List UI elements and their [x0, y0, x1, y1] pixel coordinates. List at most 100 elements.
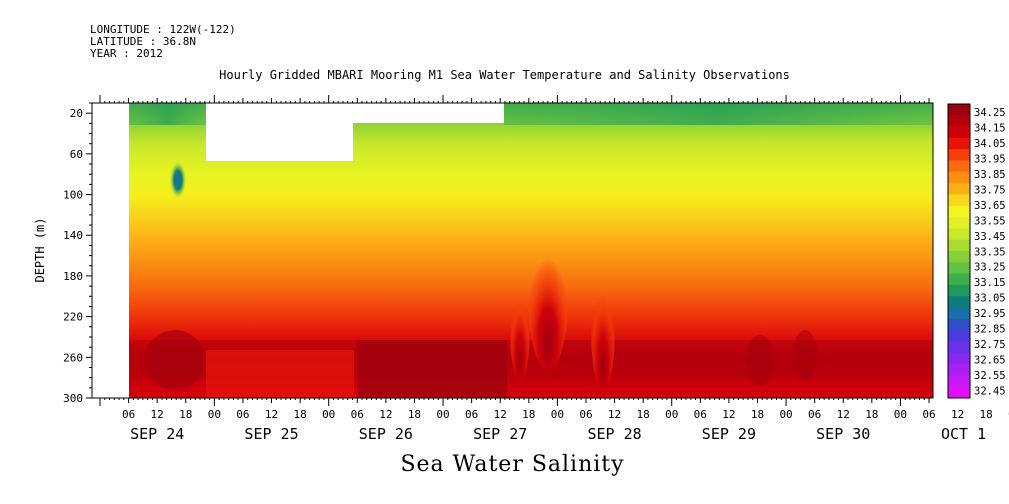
y-tick-label: 220	[63, 311, 83, 324]
colorbar-level-label: 32.85	[974, 324, 1006, 336]
y-tick-label: 100	[63, 189, 83, 202]
x-hour-label: 00	[665, 408, 678, 421]
colorbar-level-label: 32.75	[974, 339, 1006, 351]
x-hour-label: 06	[694, 408, 707, 421]
colorbar-level-label: 32.95	[974, 308, 1006, 320]
colorbar-swatch	[948, 228, 970, 241]
colorbar-swatch	[948, 330, 970, 342]
x-axis-title: Sea Water Salinity	[400, 452, 625, 477]
x-hour-label: 12	[379, 408, 392, 421]
x-hour-label: 12	[608, 408, 621, 421]
colorbar-level-label: 33.75	[974, 184, 1006, 196]
x-day-label: SEP 25	[244, 425, 298, 443]
latitude-label: LATITUDE : 36.8N	[90, 35, 196, 48]
x-hour-label: 18	[293, 408, 306, 421]
colorbar-level-label: 34.15	[974, 122, 1006, 134]
x-hour-label: 06	[122, 408, 135, 421]
x-hour-label: 12	[494, 408, 507, 421]
colorbar-swatch	[948, 160, 970, 173]
deep-band-gap	[206, 350, 354, 398]
colorbar-swatch	[948, 217, 970, 229]
plot-frame	[91, 102, 934, 399]
upwelling-feature	[510, 280, 530, 380]
deep-max-feature	[145, 330, 205, 390]
x-hour-label: 06	[465, 408, 478, 421]
upwelling-feature	[591, 270, 615, 390]
colorbar-swatch	[948, 183, 970, 195]
x-day-label: SEP 30	[816, 425, 870, 443]
y-tick-label: 300	[63, 392, 83, 405]
colorbar-level-label: 32.45	[974, 386, 1006, 398]
x-day-label: OCT 1	[941, 425, 986, 443]
surface-low-salinity-band-early	[129, 103, 207, 125]
x-hour-label: 18	[179, 408, 192, 421]
colorbar-swatch	[948, 126, 970, 139]
longitude-label: LONGITUDE : 122W(-122)	[90, 23, 236, 36]
colorbar-swatch	[948, 194, 970, 207]
colorbar-level-label: 33.45	[974, 231, 1006, 243]
colorbar-level-label: 33.35	[974, 246, 1006, 258]
colorbar-swatch	[948, 239, 970, 252]
x-hour-label: 06	[579, 408, 592, 421]
colorbar-swatch	[948, 262, 970, 275]
x-hour-label: 18	[751, 408, 764, 421]
x-day-label: SEP 28	[587, 425, 641, 443]
colorbar-level-label: 34.05	[974, 138, 1006, 150]
x-hour-label: 06	[351, 408, 364, 421]
colorbar-swatch	[948, 341, 970, 354]
colorbar-swatch	[948, 251, 970, 263]
colorbar-level-label: 33.85	[974, 169, 1006, 181]
y-axis-label: DEPTH (m)	[33, 217, 47, 282]
x-hour-label: 06	[808, 408, 821, 421]
x-hour-label: 18	[980, 408, 993, 421]
x-day-label: SEP 26	[359, 425, 413, 443]
x-hour-label: 00	[322, 408, 335, 421]
y-tick-label: 140	[63, 229, 83, 242]
colorbar-swatch	[948, 375, 970, 388]
colorbar-swatch	[948, 115, 970, 128]
deep-band-sep26	[357, 340, 507, 398]
x-axis: 06 12 18 00 06 12 18 00 06 12 18 00 06 12 18 00 06 12 18 00…	[99, 398, 1009, 443]
colorbar-level-label: 33.55	[974, 215, 1006, 227]
upwelling-feature	[528, 230, 568, 370]
x-hour-label: 00	[208, 408, 221, 421]
x-hour-label: 12	[837, 408, 850, 421]
top-ticks	[99, 95, 930, 103]
x-hour-label: 18	[865, 408, 878, 421]
y-axis: 20 60 100 140 180 220 260 300	[63, 102, 92, 405]
colorbar-level-label: 33.25	[974, 262, 1006, 274]
x-hour-label: 06	[236, 408, 249, 421]
y-tick-label: 20	[70, 107, 83, 120]
x-hour-label: 00	[779, 408, 792, 421]
y-tick-label: 180	[63, 270, 83, 283]
x-hour-label: 00	[436, 408, 449, 421]
colorbar-swatch	[948, 205, 970, 218]
colorbar-level-label: 34.25	[974, 107, 1006, 119]
heatmap-field	[129, 103, 933, 398]
year-label: YEAR : 2012	[90, 47, 163, 60]
colorbar-swatch	[948, 364, 970, 376]
surface-low-salinity-band	[504, 103, 933, 125]
colorbar-level-label: 33.05	[974, 293, 1006, 305]
x-hour-label: 18	[637, 408, 650, 421]
colorbar-swatch	[948, 284, 970, 297]
colorbar-swatch	[948, 318, 970, 331]
colorbar-swatch	[948, 137, 970, 150]
colorbar-swatch	[948, 149, 970, 162]
colorbar-level-label: 33.65	[974, 200, 1006, 212]
x-hour-label: 18	[408, 408, 421, 421]
x-hour-label: 12	[265, 408, 278, 421]
deep-max-feature	[793, 330, 817, 380]
colorbar-level-label: 33.95	[974, 153, 1006, 165]
colorbar: 34.25 34.15 34.05 33.95 33.85 33.75 33.65 33.55…	[947, 103, 1006, 399]
colorbar-swatch	[948, 273, 970, 286]
y-tick-label: 260	[63, 351, 83, 364]
colorbar-frame	[947, 103, 971, 399]
x-hour-label: 06	[922, 408, 935, 421]
deep-max-feature	[746, 335, 774, 385]
colorbar-swatch	[948, 171, 970, 184]
colorbar-swatch	[948, 296, 970, 309]
x-day-label: SEP 29	[702, 425, 756, 443]
y-tick-label: 60	[70, 148, 83, 161]
